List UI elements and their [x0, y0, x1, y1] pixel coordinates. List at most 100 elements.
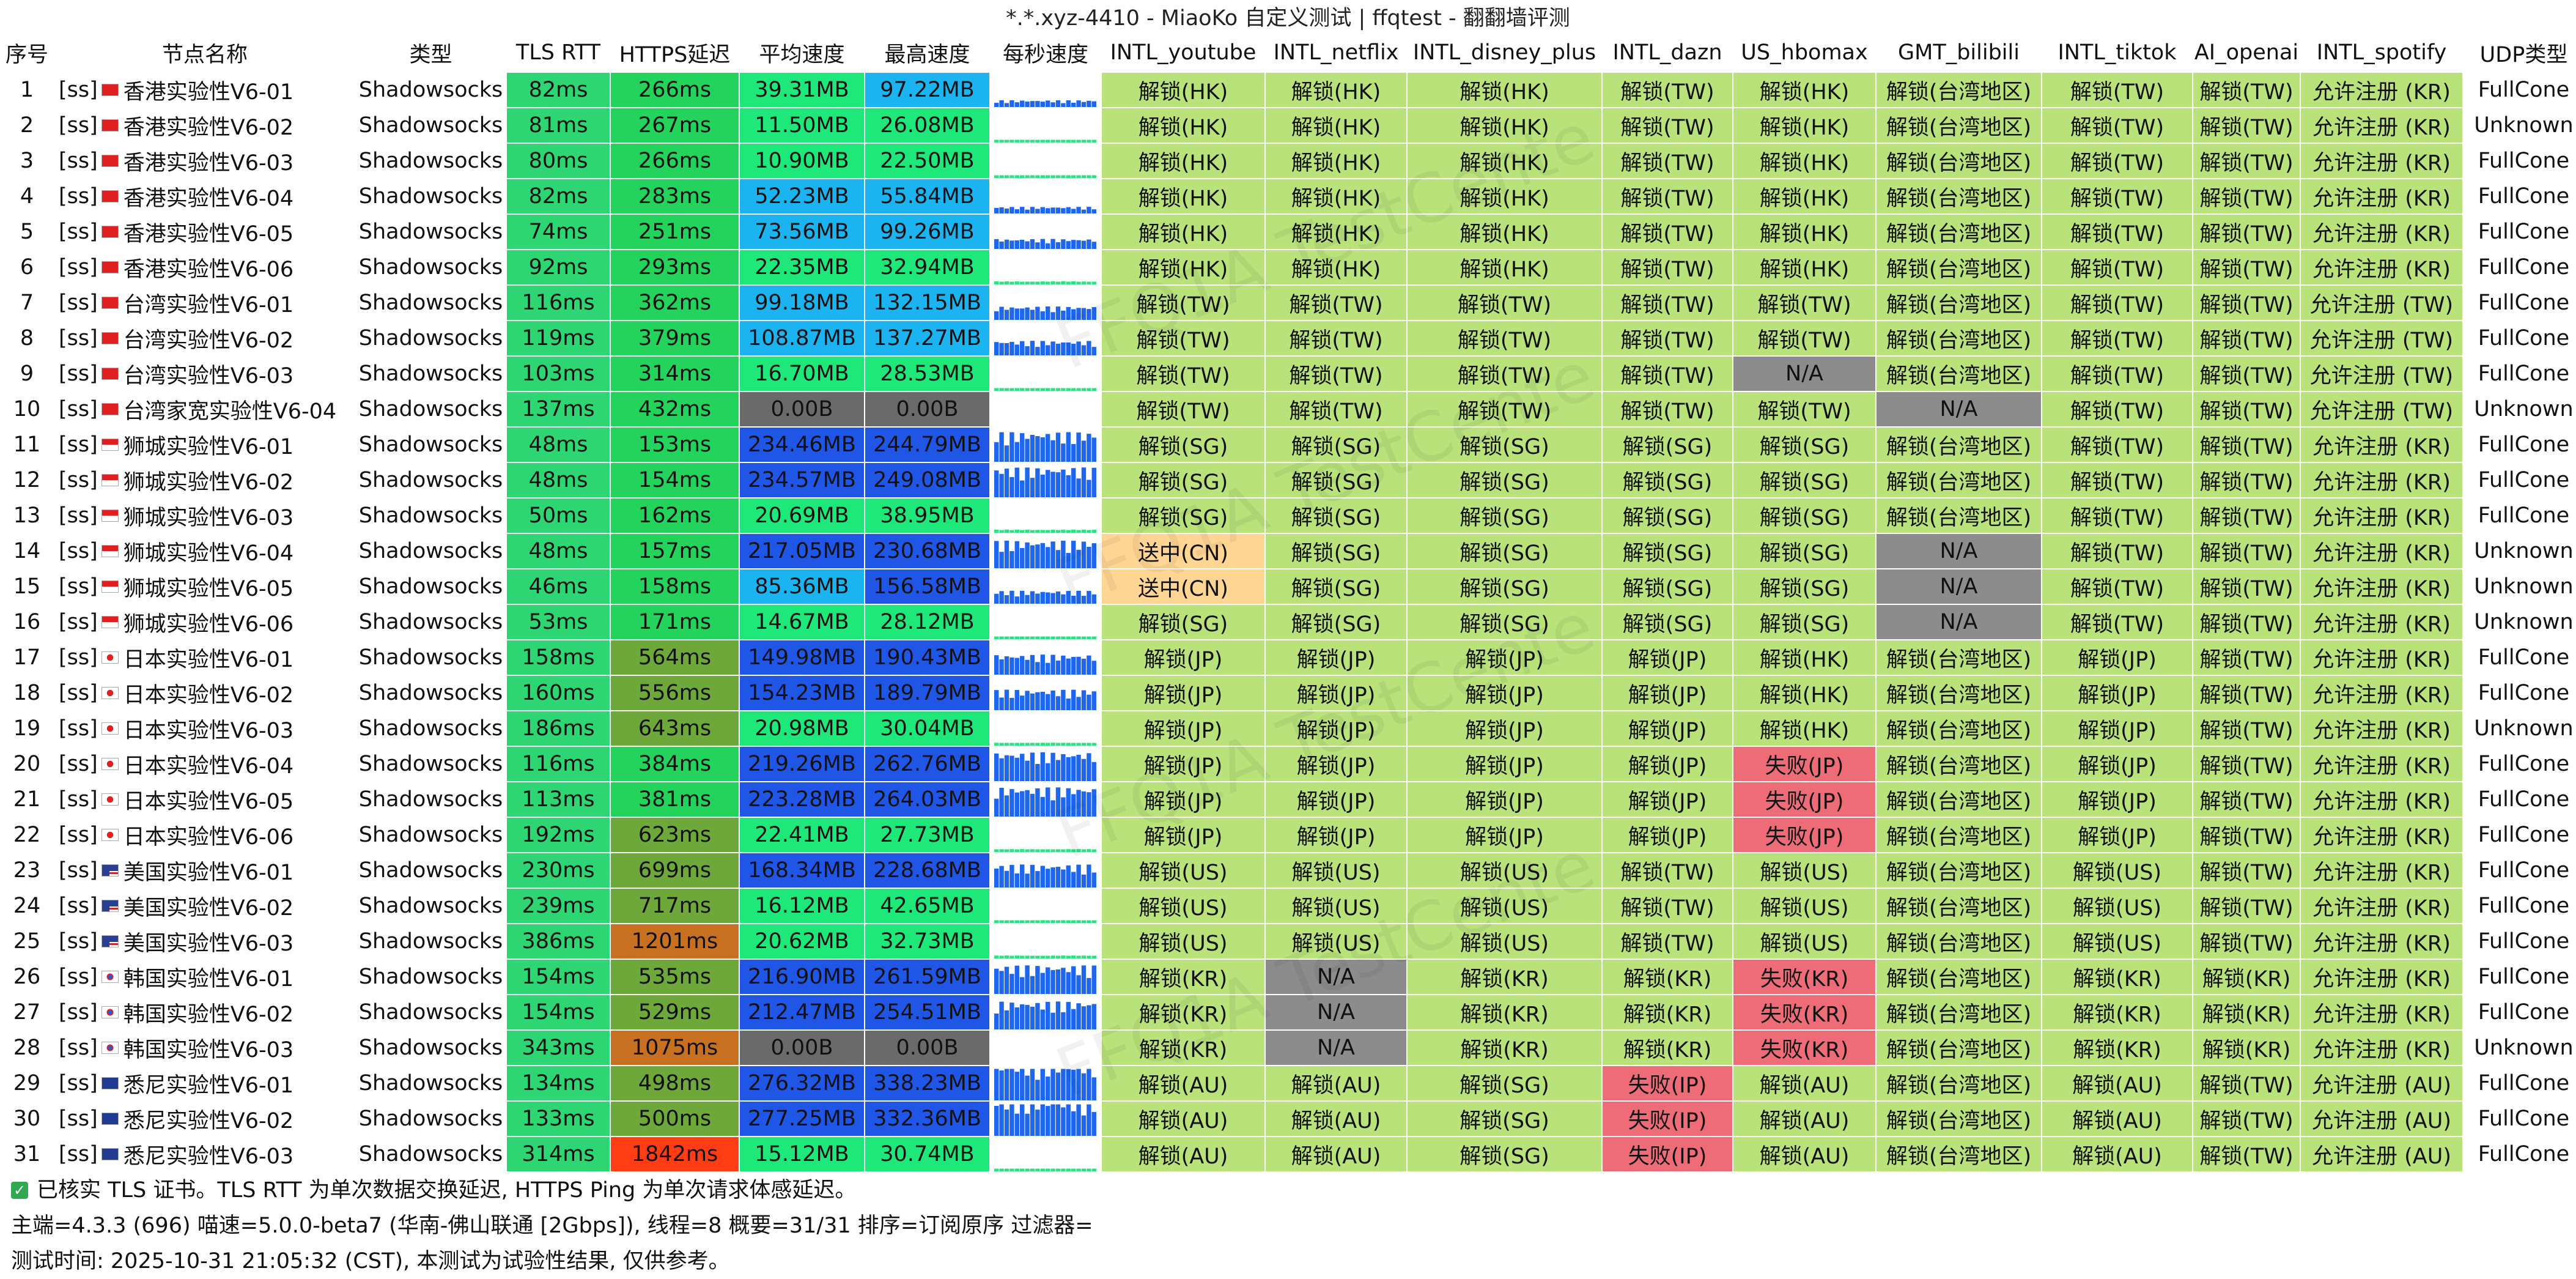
netflix-cell: 解锁(TW) [1266, 392, 1406, 428]
youtube-cell: 解锁(JP) [1102, 747, 1264, 782]
speed-bar [1081, 467, 1087, 497]
speed-bar [1014, 1113, 1019, 1136]
speed-bar [999, 530, 1004, 533]
window-title: *.*.xyz-4410 - MiaoKo 自定义测试 | ffqtest - … [0, 0, 2576, 37]
avg-speed-cell: 223.28MB [740, 782, 864, 818]
https-latency-cell: 529ms [611, 995, 739, 1031]
spotify-cell: 允许注册 (AU) [2301, 1137, 2462, 1173]
speed-bar [1071, 209, 1076, 213]
speed-bar [999, 100, 1004, 107]
speed-bar [1046, 530, 1050, 533]
speed-bar [1091, 437, 1096, 462]
bilibili-cell: 解锁(台湾地区) [1877, 818, 2041, 853]
youtube-cell: 解锁(JP) [1102, 711, 1264, 747]
speed-bar [1009, 789, 1014, 817]
node-name-cell: [ss] 台湾实验性V6-01 [55, 286, 355, 321]
openai-cell: 解锁(TW) [2193, 250, 2300, 286]
speed-bar [1066, 175, 1071, 178]
speed-bar [1020, 1104, 1025, 1136]
checkbox-checked-icon: ✓ [11, 1182, 28, 1199]
node-name-cell: [ss] 韩国实验性V6-03 [55, 1031, 355, 1066]
bilibili-cell: 解锁(台湾地区) [1877, 924, 2041, 960]
speed-bar [1071, 240, 1076, 249]
dazn-cell: 解锁(SG) [1603, 569, 1732, 605]
footer-time-text: 测试时间: 2025-10-31 21:05:32 (CST), 本测试为试验性… [11, 1249, 730, 1273]
speed-bar [1071, 872, 1076, 888]
speed-bar [999, 207, 1004, 213]
tiktok-cell: 解锁(TW) [2042, 357, 2192, 392]
speed-bar [1035, 468, 1040, 497]
speed-bar [1046, 955, 1050, 958]
speed-bar [1030, 743, 1035, 746]
kr-flag-icon [101, 1042, 119, 1054]
speed-bar [999, 920, 1004, 923]
node-name-text: 韩国实验性V6-01 [123, 966, 294, 992]
speed-bar [1071, 443, 1076, 462]
speed-bar [1046, 547, 1050, 568]
avg-speed-cell: 0.00B [740, 1031, 864, 1066]
speed-bar [1025, 388, 1030, 391]
speed-bar [1091, 139, 1096, 143]
hbomax-cell: N/A [1733, 357, 1875, 392]
speed-bar [1066, 849, 1071, 852]
bilibili-cell: 解锁(台湾地区) [1877, 995, 2041, 1031]
dazn-cell: 解锁(TW) [1603, 357, 1732, 392]
speed-bar [999, 241, 1004, 249]
speed-bar [1081, 281, 1087, 284]
bilibili-cell: 解锁(台湾地区) [1877, 286, 2041, 321]
max-speed-cell: 0.00B [865, 1031, 989, 1066]
spotify-cell: 允许注册 (KR) [2301, 818, 2462, 853]
avg-speed-cell: 10.90MB [740, 144, 864, 179]
tiktok-cell: 解锁(US) [2042, 924, 2192, 960]
avg-speed-cell: 14.67MB [740, 605, 864, 640]
bilibili-cell: 解锁(台湾地区) [1877, 463, 2041, 499]
speed-bar [1014, 743, 1019, 746]
disney-plus-cell: 解锁(SG) [1408, 499, 1601, 534]
netflix-cell: 解锁(SG) [1266, 534, 1406, 569]
speed-bar [1040, 743, 1045, 746]
index-cell: 20 [0, 747, 54, 782]
speed-bar [999, 787, 1004, 817]
speed-bar [1009, 920, 1014, 923]
speed-bar [1009, 281, 1014, 284]
speed-bar [1087, 281, 1091, 284]
speed-bar [1076, 1069, 1081, 1100]
netflix-cell: 解锁(TW) [1266, 357, 1406, 392]
speed-bar [994, 655, 999, 675]
speed-bar [999, 971, 1004, 994]
speed-bar [999, 758, 1004, 781]
speed-bar [1040, 139, 1045, 143]
bilibili-cell: 解锁(台湾地区) [1877, 1031, 2041, 1066]
dazn-cell: 解锁(KR) [1603, 995, 1732, 1031]
openai-cell: 解锁(TW) [2193, 463, 2300, 499]
speed-bar [1066, 920, 1071, 923]
speed-bar [1071, 656, 1076, 675]
speed-bar [1004, 388, 1009, 391]
results-table: 序号 节点名称 类型 TLS RTT HTTPS延迟 平均速度 最高速度 每秒速度 INTL_y… [0, 37, 2576, 1173]
hbomax-cell: 解锁(AU) [1733, 1102, 1875, 1137]
speed-bar [1030, 636, 1035, 639]
openai-cell: 解锁(TW) [2193, 1102, 2300, 1137]
speed-bar [1091, 849, 1096, 852]
protocol-tag: [ss] [59, 574, 98, 599]
speed-bar [1025, 691, 1030, 710]
speed-bar [1025, 955, 1030, 958]
https-latency-cell: 157ms [611, 534, 739, 569]
speed-bar [1030, 1069, 1035, 1100]
speed-bar [1076, 975, 1081, 994]
speed-bar [1087, 175, 1091, 178]
cn-flag-icon [101, 332, 119, 344]
max-speed-cell: 27.73MB [865, 818, 989, 853]
protocol-tag: [ss] [59, 184, 98, 209]
max-speed-cell: 32.94MB [865, 250, 989, 286]
node-name-text: 狮城实验性V6-01 [123, 434, 294, 459]
kr-flag-icon [101, 971, 119, 983]
speed-bar [1020, 791, 1025, 817]
speed-bar [1066, 743, 1071, 746]
speed-bar [1035, 955, 1040, 958]
max-speed-cell: 99.26MB [865, 215, 989, 250]
sg-flag-icon [101, 510, 119, 522]
dazn-cell: 解锁(TW) [1603, 250, 1732, 286]
bilibili-cell: 解锁(台湾地区) [1877, 321, 2041, 357]
max-speed-cell: 132.15MB [865, 286, 989, 321]
